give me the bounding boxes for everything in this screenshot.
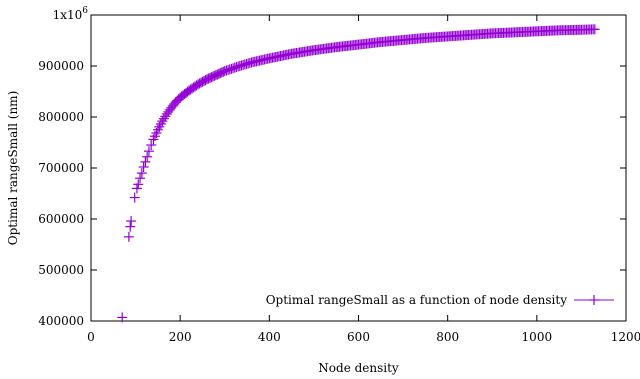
x-axis: 0 200 400 600 800 1000 1200 <box>87 15 640 344</box>
data-point <box>138 161 149 172</box>
data-point <box>133 179 144 190</box>
y-tick-label: 800000 <box>38 110 84 124</box>
data-point <box>126 216 137 227</box>
x-tick-label: 600 <box>347 330 370 344</box>
x-tick-label: 0 <box>87 330 95 344</box>
data-point <box>167 100 178 111</box>
data-point <box>155 118 166 129</box>
plot-frame <box>90 14 627 322</box>
data-point <box>142 151 153 162</box>
data-point <box>123 231 134 242</box>
data-point <box>135 173 146 184</box>
data-point <box>125 221 136 232</box>
data-point <box>588 24 599 35</box>
x-tick-label: 1000 <box>522 330 553 344</box>
y-tick-label: 400000 <box>38 314 84 328</box>
legend-label: Optimal rangeSmall as a function of node… <box>266 293 568 307</box>
data-point <box>216 67 227 78</box>
y-tick-exponent: 6 <box>82 6 88 16</box>
data-point <box>207 71 218 82</box>
data-point <box>117 312 128 323</box>
data-point <box>158 113 169 124</box>
x-tick-label: 200 <box>169 330 192 344</box>
data-point <box>198 75 209 86</box>
data-point <box>146 140 157 151</box>
x-tick-label: 800 <box>436 330 459 344</box>
y-tick-label: 600000 <box>38 212 84 226</box>
x-tick-label: 400 <box>258 330 281 344</box>
y-tick-label: 700000 <box>38 161 84 175</box>
y-tick-label: 1x106 <box>53 6 89 22</box>
y-tick-label: 500000 <box>38 263 84 277</box>
y-axis-title: Optimal rangeSmall (nm) <box>6 91 20 245</box>
data-point <box>140 156 151 167</box>
y-tick-label: 900000 <box>38 59 84 73</box>
data-points <box>117 24 600 323</box>
x-tick-label: 1200 <box>611 330 640 344</box>
data-point <box>136 168 147 179</box>
legend-plus-icon <box>589 295 599 305</box>
data-point <box>172 95 183 106</box>
data-point <box>151 127 162 138</box>
data-point <box>129 192 140 203</box>
legend: Optimal rangeSmall as a function of node… <box>266 293 614 307</box>
data-point <box>131 183 142 194</box>
x-axis-title: Node density <box>318 361 399 375</box>
legend-marker <box>589 295 599 305</box>
data-point <box>163 106 174 117</box>
data-point <box>143 146 154 157</box>
y-axis: 400000 500000 600000 700000 800000 900000 1x10… <box>38 6 626 328</box>
